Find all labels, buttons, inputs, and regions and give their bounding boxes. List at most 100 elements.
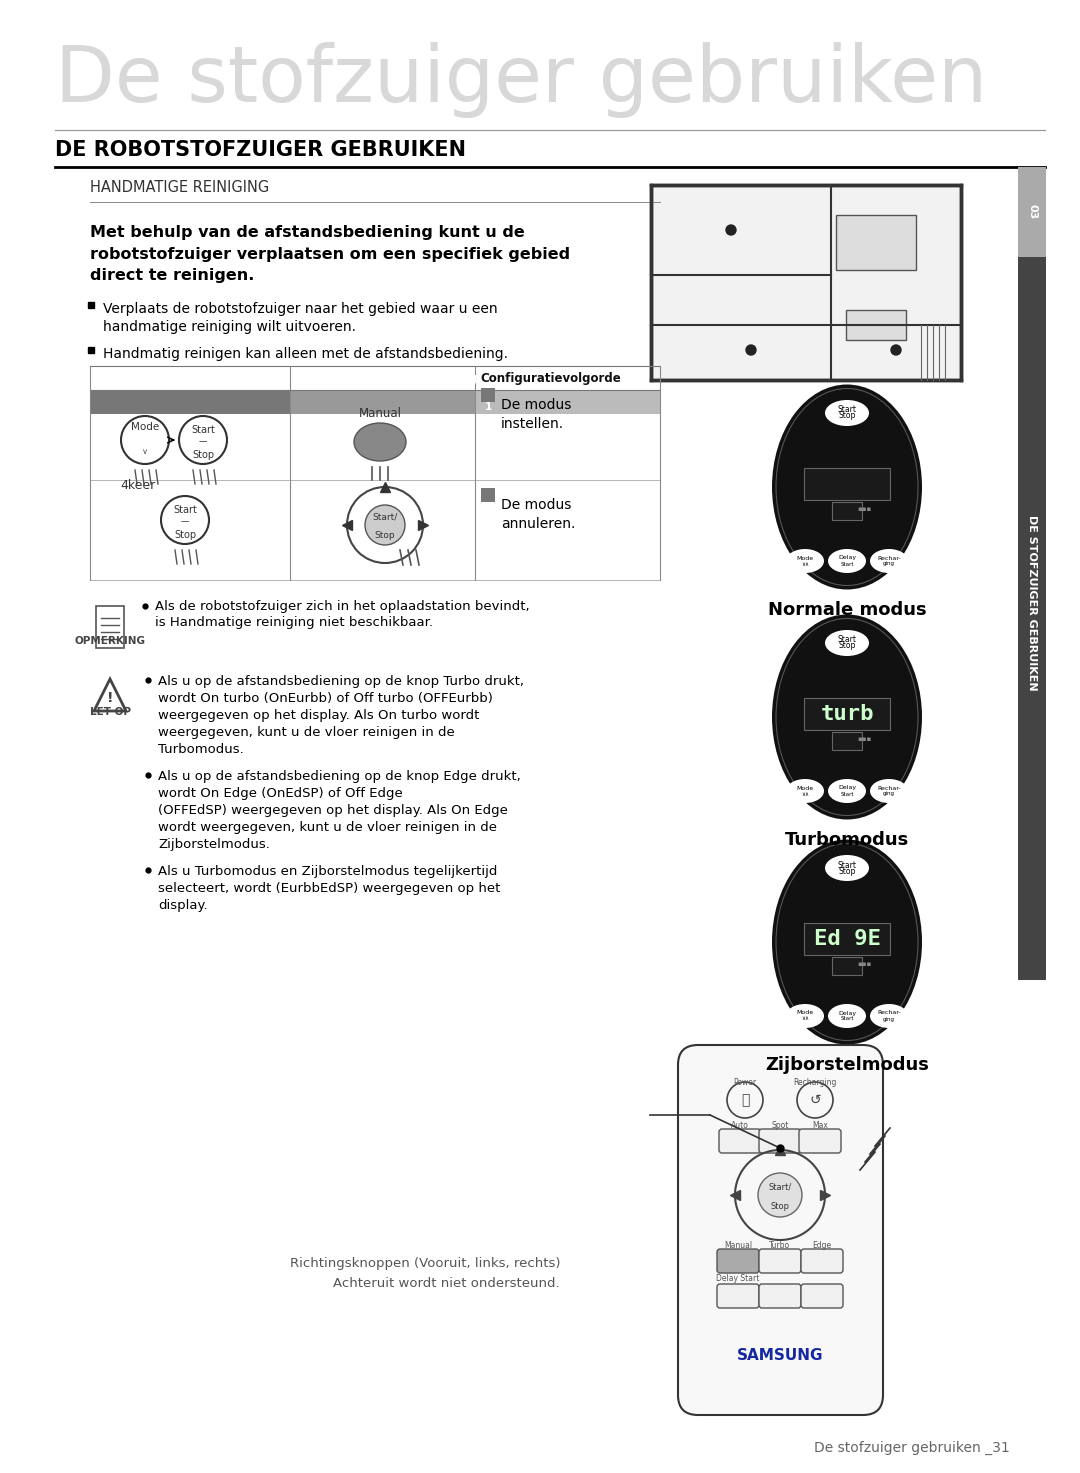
Text: ging: ging (883, 1016, 895, 1021)
Text: Manual: Manual (359, 407, 402, 420)
FancyBboxPatch shape (719, 1128, 761, 1153)
Ellipse shape (786, 549, 824, 573)
FancyBboxPatch shape (832, 732, 862, 750)
Text: Mode: Mode (796, 1010, 813, 1015)
Circle shape (746, 345, 756, 355)
Text: Achteruit wordt niet ondersteund.: Achteruit wordt niet ondersteund. (334, 1277, 561, 1290)
Text: Stop: Stop (375, 530, 395, 541)
Bar (1018, 166, 1047, 256)
Text: ⏻: ⏻ (741, 1093, 750, 1108)
Text: weergegeven, kunt u de vloer reinigen in de: weergegeven, kunt u de vloer reinigen in… (158, 726, 455, 739)
Text: Turbomodus: Turbomodus (785, 831, 909, 848)
Text: 2: 2 (484, 502, 491, 513)
Bar (475, 390, 660, 414)
Text: Start/: Start/ (768, 1181, 792, 1192)
Text: Start: Start (837, 635, 856, 645)
FancyBboxPatch shape (759, 1128, 801, 1153)
Text: De stofzuiger gebruiken _31: De stofzuiger gebruiken _31 (814, 1441, 1010, 1455)
Text: ∨∧: ∨∧ (801, 791, 809, 797)
Text: Start: Start (173, 505, 197, 516)
Ellipse shape (772, 614, 922, 819)
Text: !: ! (107, 691, 113, 706)
Bar (96, 605, 124, 648)
Ellipse shape (825, 854, 869, 881)
Text: LET OP: LET OP (90, 707, 131, 717)
Text: Richtingsknoppen (Vooruit, links, rechts): Richtingsknoppen (Vooruit, links, rechts… (289, 1256, 561, 1270)
Text: —: — (180, 517, 189, 526)
Text: 4keer: 4keer (120, 479, 156, 492)
Text: Ed 9E: Ed 9E (813, 929, 880, 949)
FancyBboxPatch shape (717, 1249, 759, 1273)
Bar (291, 390, 475, 414)
Text: Knop op afstandsbediening: Knop op afstandsbediening (295, 373, 477, 384)
Text: Als u op de afstandsbediening op de knop Edge drukt,: Als u op de afstandsbediening op de knop… (158, 770, 521, 784)
Text: Start: Start (840, 1016, 854, 1021)
Text: is Handmatige reiniging niet beschikbaar.: is Handmatige reiniging niet beschikbaar… (156, 616, 433, 629)
Text: Delay: Delay (838, 555, 856, 561)
FancyBboxPatch shape (832, 502, 862, 520)
Bar (836, 215, 916, 270)
FancyBboxPatch shape (804, 924, 890, 955)
FancyBboxPatch shape (717, 1284, 759, 1308)
Text: Edge: Edge (812, 1240, 832, 1251)
Text: —: — (199, 437, 207, 446)
Text: Start: Start (191, 426, 215, 435)
Circle shape (758, 1173, 802, 1217)
Text: selecteert, wordt (EurbbEdSP) weergegeven op het: selecteert, wordt (EurbbEdSP) weergegeve… (158, 882, 500, 896)
FancyBboxPatch shape (799, 1128, 841, 1153)
Text: Start/: Start/ (373, 513, 397, 521)
Text: Zijborstelmodus: Zijborstelmodus (765, 1056, 929, 1074)
FancyBboxPatch shape (759, 1249, 801, 1273)
Text: Recharging: Recharging (794, 1078, 837, 1087)
Text: ▪▪▪: ▪▪▪ (858, 960, 873, 966)
Text: Start: Start (837, 860, 856, 869)
Text: wordt weergegeven, kunt u de vloer reinigen in de: wordt weergegeven, kunt u de vloer reini… (158, 820, 497, 834)
Text: Als de robotstofzuiger zich in het oplaadstation bevindt,: Als de robotstofzuiger zich in het oplaa… (156, 600, 529, 613)
Text: Manual: Manual (724, 1240, 752, 1251)
Ellipse shape (870, 779, 908, 803)
Text: Stop: Stop (838, 866, 855, 875)
Text: Mode: Mode (131, 421, 159, 432)
Text: weergegeven op het display. Als On turbo wordt: weergegeven op het display. Als On turbo… (158, 709, 480, 722)
Ellipse shape (828, 779, 866, 803)
Circle shape (891, 345, 901, 355)
Ellipse shape (786, 779, 824, 803)
Text: handmatige reiniging wilt uitvoeren.: handmatige reiniging wilt uitvoeren. (103, 320, 356, 334)
Text: ▪▪▪: ▪▪▪ (858, 736, 873, 742)
Bar (1018, 166, 1047, 980)
Ellipse shape (825, 630, 869, 655)
Text: Verplaats de robotstofzuiger naar het gebied waar u een: Verplaats de robotstofzuiger naar het ge… (103, 302, 498, 317)
Text: (OFFEdSP) weergegeven op het display. Als On Edge: (OFFEdSP) weergegeven op het display. Al… (158, 804, 508, 818)
Bar (481, 387, 495, 402)
Text: Stop: Stop (192, 449, 214, 460)
Text: Rechar-: Rechar- (877, 555, 901, 561)
Bar (90, 390, 291, 414)
Text: Configuratievolgorde: Configuratievolgorde (480, 373, 621, 384)
Text: ging: ging (883, 561, 895, 567)
Text: ↺: ↺ (809, 1093, 821, 1108)
Ellipse shape (354, 423, 406, 461)
Text: Knop op stofzuiger: Knop op stofzuiger (95, 373, 220, 384)
Ellipse shape (825, 401, 869, 426)
FancyBboxPatch shape (801, 1249, 843, 1273)
Text: Stop: Stop (838, 411, 855, 420)
Ellipse shape (870, 549, 908, 573)
Text: HANDMATIGE REINIGING: HANDMATIGE REINIGING (90, 180, 269, 194)
Text: De modus
instellen.: De modus instellen. (501, 398, 571, 432)
Text: DE ROBOTSTOFZUIGER GEBRUIKEN: DE ROBOTSTOFZUIGER GEBRUIKEN (55, 140, 465, 161)
Text: OPMERKING: OPMERKING (75, 636, 146, 647)
FancyBboxPatch shape (804, 468, 890, 499)
Ellipse shape (870, 1005, 908, 1028)
Text: Rechar-: Rechar- (877, 1010, 901, 1015)
Text: Start: Start (840, 791, 854, 797)
Text: wordt On turbo (OnEurbb) of Off turbo (OFFEurbb): wordt On turbo (OnEurbb) of Off turbo (O… (158, 692, 492, 706)
Text: turb: turb (820, 704, 874, 725)
Text: Start: Start (840, 561, 854, 567)
Circle shape (365, 505, 405, 545)
Text: SAMSUNG: SAMSUNG (737, 1348, 823, 1363)
Text: Zijborstelmodus.: Zijborstelmodus. (158, 838, 270, 851)
FancyBboxPatch shape (759, 1284, 801, 1308)
Text: Als u op de afstandsbediening op de knop Turbo drukt,: Als u op de afstandsbediening op de knop… (158, 675, 524, 688)
FancyBboxPatch shape (678, 1044, 883, 1416)
Ellipse shape (772, 384, 922, 589)
